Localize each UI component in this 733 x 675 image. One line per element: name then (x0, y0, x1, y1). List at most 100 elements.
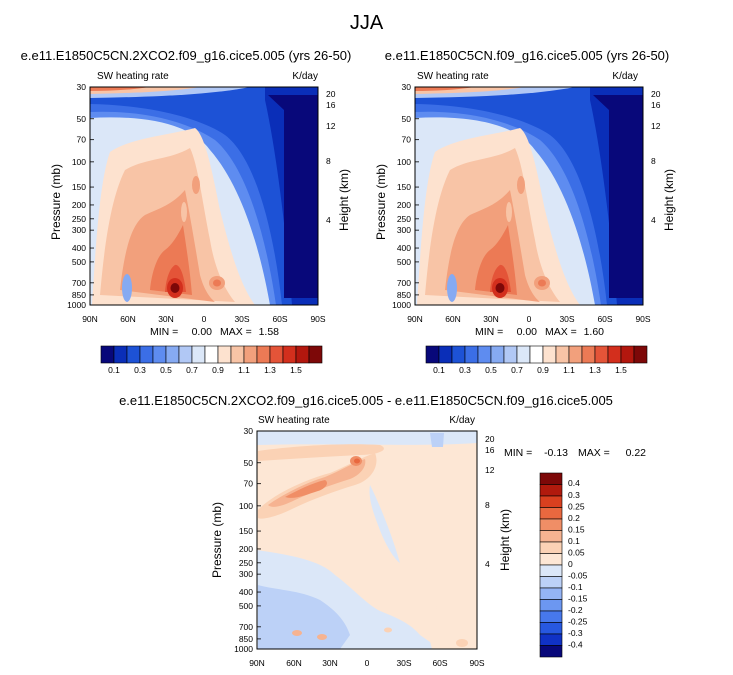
chart-2xco2: e.e11.E1850C5CN.2XCO2.f09_g16.cice5.005 … (21, 48, 352, 375)
y-tick-label: 70 (244, 479, 254, 489)
x-tick-label: 90N (82, 314, 98, 324)
y-tick-label: 700 (397, 278, 411, 288)
y2-tick-label: 16 (326, 100, 336, 110)
colorbar-label: 0.05 (568, 548, 585, 558)
x-tick-label: 30N (158, 314, 174, 324)
y-tick-label: 400 (397, 243, 411, 253)
y-tick-label: 200 (239, 544, 253, 554)
colorbar-swatch (152, 345, 167, 364)
y-tick-label: 50 (77, 114, 87, 124)
y-axis-ticks: 30 50 70 100 150 200 250 300 400 500 700… (67, 82, 86, 310)
max-value: 1.60 (584, 326, 605, 338)
heatmap-field (415, 87, 643, 305)
x-tick-label: 30N (322, 658, 338, 668)
heatmap-field (257, 431, 477, 649)
y-tick-label: 500 (239, 601, 253, 611)
colorbar-label: 0.3 (568, 490, 580, 500)
colorbar-label: 0.2 (568, 513, 580, 523)
x-tick-label: 60N (445, 314, 461, 324)
variable-label: SW heating rate (417, 71, 489, 82)
colorbar-label: 0.7 (186, 365, 198, 375)
colorbar-label: 1.3 (589, 365, 601, 375)
y-tick-label: 1000 (67, 300, 86, 310)
x-axis-ticks: 90N 60N 30N 0 30S 60S 90S (82, 314, 326, 324)
y2-tick-label: 8 (326, 156, 331, 166)
colorbar-swatch (464, 345, 479, 364)
y-tick-label: 150 (72, 182, 86, 192)
x-tick-label: 30S (559, 314, 574, 324)
y-tick-label: 850 (397, 290, 411, 300)
x-tick-label: 90N (249, 658, 265, 668)
y2-tick-label: 12 (651, 121, 661, 131)
colorbar-label: -0.3 (568, 628, 583, 638)
y-axis-label: Pressure (mb) (374, 164, 388, 240)
y-tick-label: 100 (72, 157, 86, 167)
colorbar-label: 1.3 (264, 365, 276, 375)
colorbar-swatch (539, 622, 563, 635)
colorbar-swatch (178, 345, 193, 364)
max-label: MAX = (545, 326, 577, 338)
variable-label: SW heating rate (258, 415, 330, 426)
y-tick-label: 850 (239, 634, 253, 644)
colorbar-label: 0 (568, 559, 573, 569)
chart-control: e.e11.E1850C5CN.f09_g16.cice5.005 (yrs 2… (374, 48, 676, 375)
y2-tick-label: 20 (326, 89, 336, 99)
colorbar-swatch (490, 345, 505, 364)
colorbar-swatch (539, 645, 563, 658)
y-tick-label: 30 (244, 426, 254, 436)
y-tick-label: 300 (72, 225, 86, 235)
y2-axis-label: Height (km) (662, 169, 676, 231)
min-value: 0.00 (192, 326, 213, 338)
y-axis-label: Pressure (mb) (210, 502, 224, 578)
x-tick-label: 60N (120, 314, 136, 324)
panel-title: e.e11.E1850C5CN.2XCO2.f09_g16.cice5.005 … (21, 48, 352, 63)
colorbar-label: 0.3 (134, 365, 146, 375)
colorbar-label: -0.1 (568, 582, 583, 592)
x-tick-label: 0 (202, 314, 207, 324)
max-value: 1.58 (259, 326, 280, 338)
colorbar-labels: 0.1 0.3 0.5 0.7 0.9 1.1 1.3 1.5 (433, 365, 627, 375)
y2-axis-ticks: 20 16 12 8 4 (485, 434, 495, 569)
y2-tick-label: 4 (651, 215, 656, 225)
colorbar-label: 0.5 (160, 365, 172, 375)
y2-tick-label: 8 (485, 500, 490, 510)
y-tick-label: 200 (397, 200, 411, 210)
colorbar-swatch (594, 345, 609, 364)
colorbar (425, 345, 648, 364)
y-tick-label: 70 (77, 135, 87, 145)
x-tick-label: 90S (635, 314, 650, 324)
y2-tick-label: 8 (651, 156, 656, 166)
colorbar-label: -0.05 (568, 571, 588, 581)
min-value: -0.13 (544, 447, 568, 459)
colorbar-swatch (633, 345, 648, 364)
colorbar-swatch (425, 345, 440, 364)
y-tick-label: 1000 (234, 644, 253, 654)
y-tick-label: 50 (244, 458, 254, 468)
colorbar-swatch (100, 345, 115, 364)
colorbar-label: 0.1 (108, 365, 120, 375)
page-title: JJA (349, 12, 384, 34)
y-tick-label: 400 (239, 587, 253, 597)
y2-tick-label: 16 (651, 100, 661, 110)
colorbar-swatch (581, 345, 596, 364)
colorbar-swatch (539, 472, 563, 485)
colorbar-swatch (204, 345, 219, 364)
y-tick-label: 250 (239, 558, 253, 568)
colorbar-swatch (539, 564, 563, 577)
colorbar-label: 0.1 (568, 536, 580, 546)
colorbar-swatch (539, 530, 563, 543)
y-tick-label: 150 (397, 182, 411, 192)
colorbar-swatch (451, 345, 466, 364)
colorbar-swatch (256, 345, 271, 364)
colorbar-swatch (539, 587, 563, 600)
colorbar-swatch (620, 345, 635, 364)
colorbar-swatch (477, 345, 492, 364)
colorbar-swatch (539, 507, 563, 520)
panel-title: e.e11.E1850C5CN.2XCO2.f09_g16.cice5.005 … (119, 393, 613, 408)
colorbar-swatch (126, 345, 141, 364)
colorbar-swatch (539, 633, 563, 646)
y-axis-label: Pressure (mb) (49, 164, 63, 240)
panel-title: e.e11.E1850C5CN.f09_g16.cice5.005 (yrs 2… (385, 48, 670, 63)
colorbar-swatch (542, 345, 557, 364)
heatmap-field (90, 87, 318, 305)
